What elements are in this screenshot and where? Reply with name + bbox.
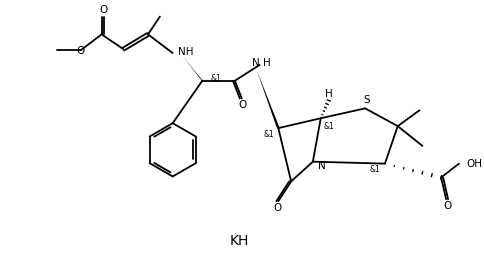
Text: S: S [364, 96, 370, 105]
Text: H: H [262, 58, 270, 68]
Text: &1: &1 [264, 129, 274, 138]
Polygon shape [257, 70, 280, 129]
Text: N: N [252, 58, 259, 68]
Text: O: O [239, 100, 247, 110]
Text: O: O [77, 46, 85, 56]
Text: H: H [325, 88, 333, 99]
Text: N: N [318, 161, 326, 171]
Text: NH: NH [178, 47, 193, 57]
Text: OH: OH [467, 159, 483, 169]
Text: KH: KH [229, 234, 248, 248]
Text: O: O [273, 203, 282, 213]
Text: O: O [99, 5, 107, 15]
Text: &1: &1 [369, 165, 380, 174]
Text: O: O [443, 201, 451, 211]
Polygon shape [182, 56, 204, 82]
Text: &1: &1 [324, 122, 334, 131]
Text: &1: &1 [210, 74, 221, 83]
